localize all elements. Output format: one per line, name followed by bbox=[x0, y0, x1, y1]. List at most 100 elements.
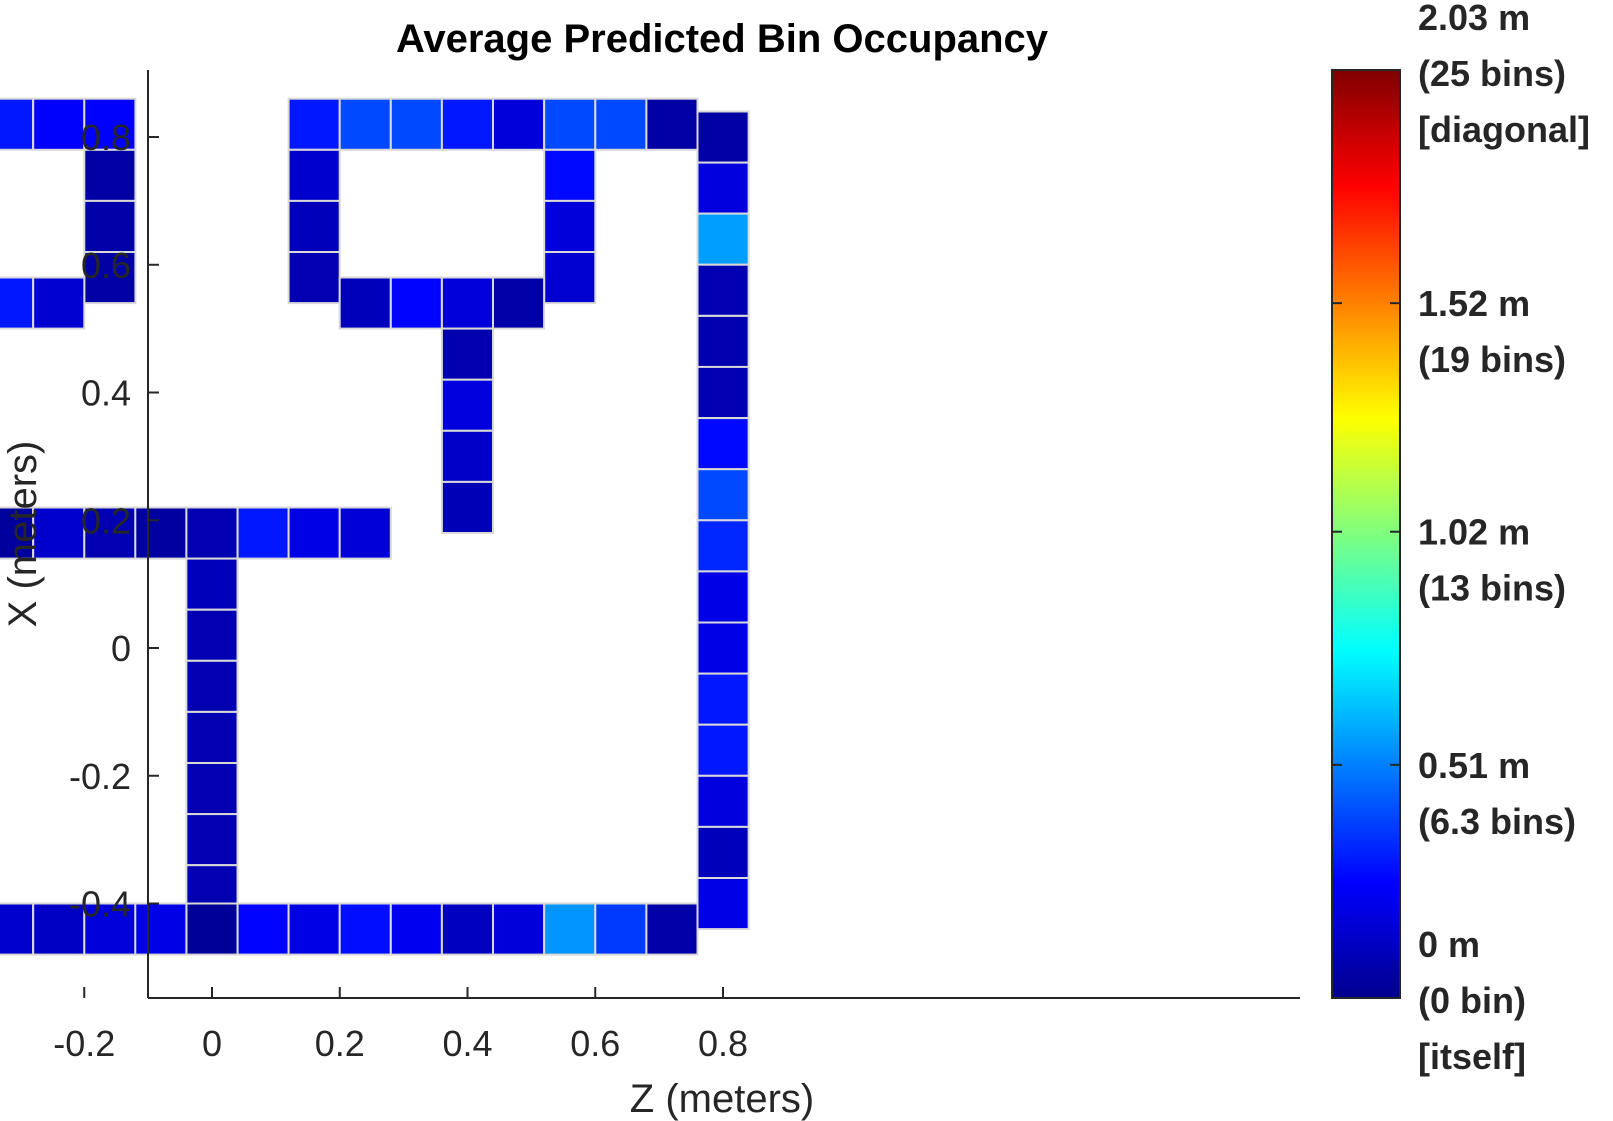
y-ticks: 0.8 0.6 0.4 0.2 0 -0.2 -0.4 bbox=[69, 117, 159, 925]
heatmap-cell bbox=[287, 97, 341, 151]
x-tick-label: 0.2 bbox=[315, 1023, 365, 1064]
heatmap-cell bbox=[696, 877, 750, 931]
heatmap-cell bbox=[440, 480, 494, 534]
heatmap-cell bbox=[32, 97, 86, 151]
heatmap-cell bbox=[696, 365, 750, 419]
heatmap-cell bbox=[185, 659, 239, 713]
colorbar-tick-label: [diagonal] bbox=[1418, 109, 1590, 150]
heatmap-cell bbox=[287, 251, 341, 305]
y-tick-label: 0.4 bbox=[81, 373, 131, 414]
heatmap-cell bbox=[543, 148, 597, 202]
heatmap-cell bbox=[338, 97, 392, 151]
heatmap-cell bbox=[134, 902, 188, 956]
heatmap-cell bbox=[696, 774, 750, 828]
colorbar-tick-label: (0 bin) bbox=[1418, 980, 1526, 1021]
x-tick-label: -0.2 bbox=[53, 1023, 115, 1064]
heatmap-cell bbox=[338, 506, 392, 560]
colorbar bbox=[1331, 69, 1401, 999]
y-tick-label: 0.6 bbox=[81, 245, 131, 286]
heatmap-cell bbox=[0, 97, 35, 151]
heatmap-cell bbox=[287, 506, 341, 560]
heatmap-cell bbox=[185, 608, 239, 662]
colorbar-tick-label: 1.02 m bbox=[1418, 512, 1530, 553]
heatmap-cell bbox=[696, 570, 750, 624]
heatmap-cell bbox=[0, 276, 35, 330]
heatmap-cell bbox=[696, 468, 750, 522]
heatmap-cell bbox=[185, 813, 239, 867]
heatmap-cell bbox=[696, 212, 750, 266]
heatmap-cell bbox=[696, 621, 750, 675]
heatmap-cell bbox=[645, 902, 699, 956]
heatmap-cell bbox=[389, 97, 443, 151]
heatmap-cell bbox=[185, 902, 239, 956]
colorbar-tick-label: [itself] bbox=[1418, 1036, 1526, 1077]
y-tick-label: -0.2 bbox=[69, 756, 131, 797]
heatmap-cell bbox=[440, 378, 494, 432]
heatmap-cell bbox=[134, 506, 188, 560]
colorbar-tick-label: (13 bins) bbox=[1418, 568, 1566, 609]
colorbar-tick-label: (6.3 bins) bbox=[1418, 801, 1576, 842]
heatmap-cell bbox=[338, 276, 392, 330]
y-tick-label: 0 bbox=[111, 628, 131, 669]
heatmap-cells bbox=[0, 97, 750, 956]
y-tick-label: -0.4 bbox=[69, 884, 131, 925]
heatmap-cell bbox=[440, 902, 494, 956]
heatmap-cell bbox=[696, 723, 750, 777]
heatmap-cell bbox=[543, 97, 597, 151]
heatmap-cell bbox=[185, 557, 239, 611]
heatmap-cell bbox=[696, 417, 750, 471]
heatmap-cell bbox=[645, 97, 699, 151]
heatmap-cell bbox=[696, 825, 750, 880]
heatmap-cell bbox=[543, 902, 597, 956]
colorbar-tick-label: 1.52 m bbox=[1418, 283, 1530, 324]
chart-title: Average Predicted Bin Occupancy bbox=[396, 17, 1049, 61]
colorbar-tick-label: (25 bins) bbox=[1418, 53, 1566, 94]
heatmap-cell bbox=[236, 902, 290, 956]
x-tick-label: 0.4 bbox=[442, 1023, 492, 1064]
heatmap-cell bbox=[594, 902, 648, 956]
heatmap-cell bbox=[287, 199, 341, 253]
heatmap-cell bbox=[83, 902, 137, 956]
heatmap-cell bbox=[32, 276, 86, 330]
heatmap-cell bbox=[389, 902, 443, 956]
heatmap-cell bbox=[696, 314, 750, 368]
heatmap-cell bbox=[0, 902, 35, 956]
heatmap-cell bbox=[492, 902, 546, 956]
heatmap-cell bbox=[440, 276, 494, 330]
heatmap-cell bbox=[338, 902, 392, 956]
y-tick-label: 0.8 bbox=[81, 117, 131, 158]
heatmap-cell bbox=[185, 710, 239, 765]
heatmap-cell bbox=[83, 148, 137, 202]
x-ticks: -0.8-0.6-0.4-0.200.20.40.60.8 bbox=[53, 987, 748, 1064]
colorbar-tick-label: (19 bins) bbox=[1418, 339, 1566, 380]
heatmap-cell bbox=[440, 429, 494, 483]
heatmap-cell bbox=[492, 97, 546, 151]
heatmap-cell bbox=[696, 263, 750, 317]
y-axis-label: X (meters) bbox=[1, 441, 45, 628]
heatmap-cell bbox=[696, 110, 750, 164]
heatmap-cell bbox=[287, 148, 341, 202]
colorbar-tick-label: 0.51 m bbox=[1418, 745, 1530, 786]
colorbar-ticks: 2.03 m (25 bins) [diagonal] 1.52 m (19 bins)… bbox=[1332, 0, 1590, 1077]
heatmap-cell bbox=[287, 902, 341, 956]
heatmap-cell bbox=[185, 506, 239, 560]
x-tick-label: 0.8 bbox=[698, 1023, 748, 1064]
heatmap-cell bbox=[696, 519, 750, 573]
heatmap-cell bbox=[696, 161, 750, 215]
heatmap-cell bbox=[185, 762, 239, 816]
heatmap-cell bbox=[543, 199, 597, 253]
heatmap-cell bbox=[440, 327, 494, 381]
colorbar-tick-label: 0 m bbox=[1418, 924, 1480, 965]
heatmap-cell bbox=[236, 506, 290, 560]
heatmap-cell bbox=[440, 97, 494, 151]
x-tick-label: 0.6 bbox=[570, 1023, 620, 1064]
y-tick-label: 0.2 bbox=[81, 500, 131, 541]
x-axis-label: Z (meters) bbox=[630, 1077, 814, 1121]
heatmap-cell bbox=[696, 672, 750, 726]
x-tick-label: 0 bbox=[202, 1023, 222, 1064]
colorbar-tick-label: 2.03 m bbox=[1418, 0, 1530, 38]
heatmap-cell bbox=[543, 251, 597, 305]
heatmap-cell bbox=[492, 276, 546, 330]
heatmap-cell bbox=[32, 902, 86, 956]
